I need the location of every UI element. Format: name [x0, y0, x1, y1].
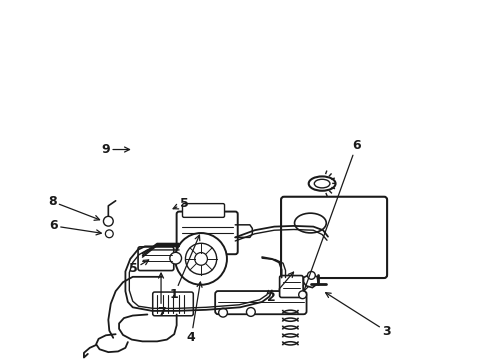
FancyBboxPatch shape: [153, 292, 193, 316]
Circle shape: [175, 233, 227, 285]
FancyBboxPatch shape: [176, 212, 238, 254]
Text: 5: 5: [129, 260, 148, 275]
Circle shape: [308, 271, 315, 279]
Circle shape: [195, 253, 207, 265]
FancyBboxPatch shape: [182, 204, 224, 217]
Text: 6: 6: [303, 139, 361, 291]
FancyBboxPatch shape: [138, 247, 174, 271]
Circle shape: [219, 308, 227, 317]
Circle shape: [170, 252, 182, 264]
Ellipse shape: [309, 176, 336, 191]
Circle shape: [246, 307, 255, 316]
Circle shape: [185, 243, 217, 275]
Polygon shape: [304, 274, 318, 288]
FancyBboxPatch shape: [215, 291, 307, 314]
Text: 6: 6: [49, 219, 101, 235]
Text: 7: 7: [157, 273, 166, 319]
Ellipse shape: [294, 213, 326, 233]
Text: 5: 5: [173, 197, 188, 210]
Circle shape: [299, 291, 307, 299]
Text: 4: 4: [187, 282, 202, 343]
Text: 3: 3: [326, 293, 391, 338]
FancyBboxPatch shape: [281, 197, 387, 278]
Ellipse shape: [314, 179, 330, 188]
Text: 1: 1: [170, 235, 200, 301]
Circle shape: [105, 230, 113, 238]
Text: 2: 2: [268, 272, 294, 304]
FancyBboxPatch shape: [280, 275, 303, 297]
Circle shape: [103, 216, 113, 226]
Text: 8: 8: [48, 195, 99, 220]
Text: 9: 9: [101, 143, 129, 156]
